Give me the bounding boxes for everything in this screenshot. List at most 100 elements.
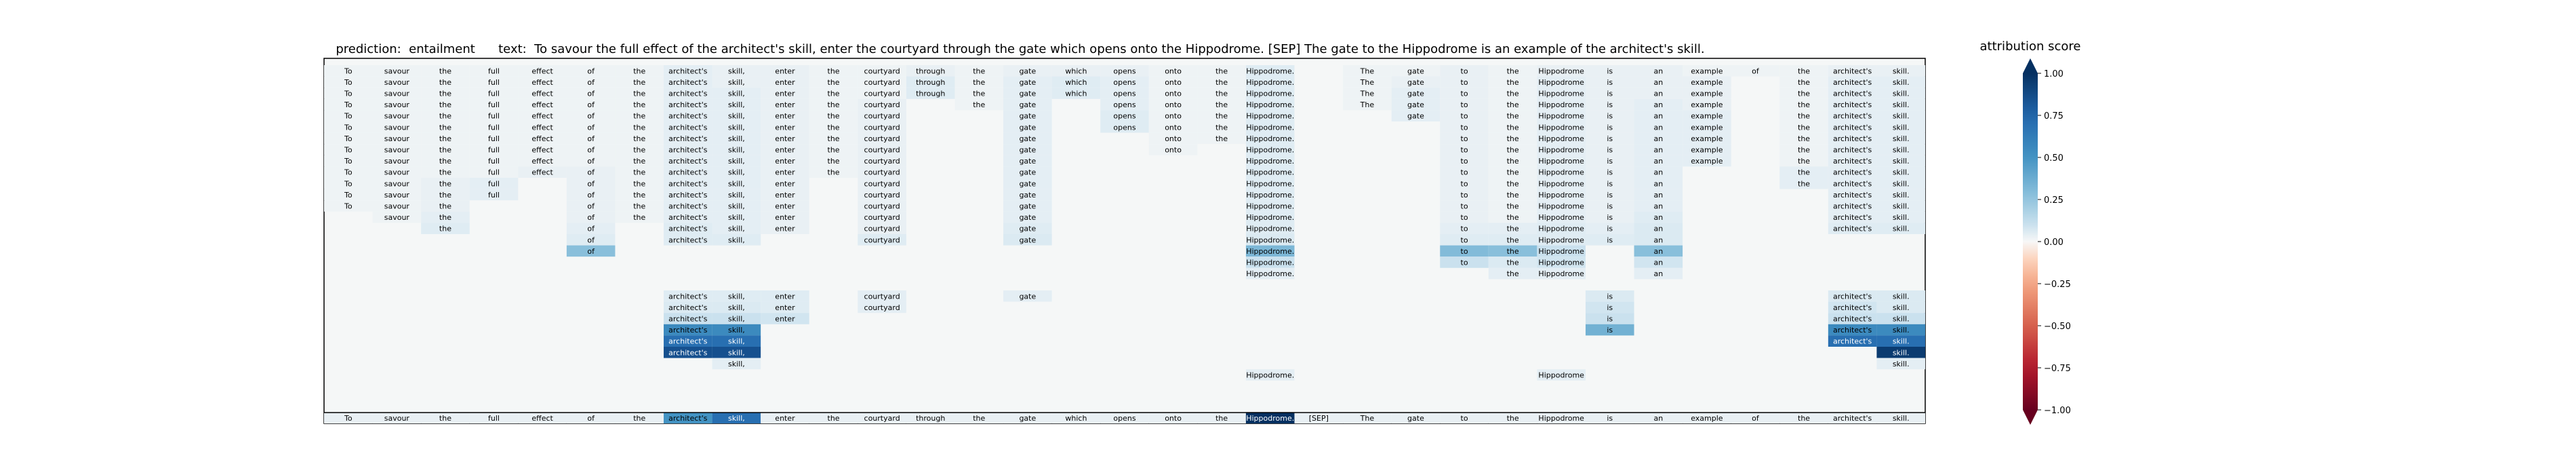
heatmap-cell: onto <box>1148 110 1198 121</box>
heatmap-cell-token: Hippodrome <box>1538 371 1584 380</box>
heatmap-cell-fill <box>1876 413 1925 423</box>
heatmap-cell: the <box>1197 132 1246 145</box>
heatmap-cell-token: Hippodrome. <box>1246 66 1294 75</box>
heatmap-cell-fill <box>761 76 809 88</box>
heatmap-cell-token: Hippodrome. <box>1246 90 1294 98</box>
heatmap-cell-token: architect's <box>668 337 708 346</box>
heatmap-cell-token: Hippodrome <box>1538 235 1584 244</box>
heatmap-cell-token: architect's <box>1833 315 1872 324</box>
heatmap-cell-token: to <box>1461 146 1468 155</box>
heatmap-cell: to <box>1440 110 1489 121</box>
heatmap-cell-token: architect's <box>1833 78 1872 87</box>
heatmap-cell-token: architect's <box>1833 303 1872 312</box>
heatmap-cell-fill <box>1683 132 1731 145</box>
heatmap-cell: courtyard <box>858 223 906 234</box>
heatmap-cell-fill <box>1197 110 1246 121</box>
heatmap-cell-token: savour <box>384 134 410 143</box>
heatmap-cell: gate <box>1003 110 1052 121</box>
heatmap-cell: enter <box>761 121 809 133</box>
heatmap-cell: savour <box>372 98 422 111</box>
heatmap-cell-fill <box>1537 267 1586 280</box>
heatmap-cell-fill <box>1779 178 1828 189</box>
heatmap-cell-fill <box>1828 313 1877 324</box>
heatmap-cell-token: to <box>1461 202 1468 211</box>
heatmap-cell-fill <box>761 65 809 77</box>
heatmap-cell: Hippodrome <box>1537 267 1586 280</box>
heatmap-cell: architect's <box>664 121 712 133</box>
heatmap-cell-token: savour <box>384 179 410 188</box>
heatmap-cell-token: the <box>1798 146 1810 155</box>
heatmap-cell-fill <box>1343 413 1392 423</box>
heatmap-cell-fill <box>1197 132 1246 145</box>
heatmap-cell-token: Hippodrome. <box>1246 179 1294 188</box>
heatmap-cell-token: courtyard <box>864 146 900 155</box>
heatmap-cell: enter <box>761 313 809 324</box>
heatmap-cell-fill <box>712 166 761 178</box>
heatmap-cell-fill <box>1148 110 1198 121</box>
heatmap-cell-fill <box>1828 324 1877 336</box>
heatmap-cell: which <box>1051 65 1101 77</box>
heatmap-cell-token: The <box>1360 414 1375 423</box>
heatmap-cell: gate <box>1003 65 1052 77</box>
heatmap-cell-token: effect <box>531 90 553 98</box>
heatmap-cell: to <box>1440 223 1489 234</box>
heatmap-cell: an <box>1634 256 1683 268</box>
heatmap-cell: Hippodrome <box>1537 65 1586 77</box>
heatmap-cell-fill <box>1585 178 1634 189</box>
heatmap-cell-fill <box>1537 132 1586 145</box>
heatmap-cell-fill <box>1100 88 1149 99</box>
heatmap-cell: Hippodrome <box>1537 144 1586 155</box>
heatmap-cell: example <box>1683 144 1731 155</box>
heatmap-cell-fill <box>372 200 422 212</box>
heatmap-cell: architect's <box>1828 223 1877 234</box>
heatmap-cell-token: the <box>1798 66 1810 75</box>
heatmap-cell-fill <box>712 178 761 189</box>
heatmap-cell: Hippodrome. <box>1245 144 1295 155</box>
heatmap-cell-token: full <box>488 123 500 132</box>
heatmap-cell-fill <box>518 65 567 77</box>
heatmap-cell-fill <box>1876 347 1925 358</box>
heatmap-cell-fill <box>1828 65 1877 77</box>
heatmap-cell: skill. <box>1876 65 1925 77</box>
heatmap-cell: the <box>421 132 470 145</box>
heatmap-cell-fill <box>761 121 809 133</box>
heatmap-cell-token: Hippodrome <box>1538 78 1584 87</box>
heatmap-cell-fill <box>1245 189 1295 201</box>
heatmap-cell-fill <box>858 178 906 189</box>
heatmap-cell-fill <box>761 155 809 167</box>
heatmap-cell: Hippodrome <box>1537 155 1586 167</box>
heatmap-cell: To <box>324 76 373 88</box>
heatmap-cell: gate <box>1003 189 1052 201</box>
heatmap-cell-fill <box>1148 76 1198 88</box>
heatmap-cell-token: opens <box>1113 123 1135 132</box>
heatmap-cell: through <box>906 76 955 88</box>
heatmap-cell-token: Hippodrome. <box>1246 414 1294 423</box>
heatmap-cell-fill <box>1245 223 1295 234</box>
heatmap-cell: effect <box>518 132 567 145</box>
colorbar-tick-label: −0.25 <box>2044 280 2071 290</box>
heatmap-cell-token: onto <box>1165 66 1182 75</box>
heatmap-cell-fill <box>421 110 470 121</box>
heatmap-cell-fill <box>421 65 470 77</box>
heatmap-cell: skill, <box>712 223 761 234</box>
heatmap-cell-fill <box>324 98 373 111</box>
heatmap-cell-fill <box>1828 189 1877 201</box>
heatmap-cell: opens <box>1100 76 1149 88</box>
heatmap-cell: skill. <box>1876 324 1925 336</box>
heatmap-cell-token: example <box>1691 100 1723 109</box>
heatmap-cell-fill <box>712 76 761 88</box>
heatmap-cell-fill <box>954 413 1004 423</box>
heatmap-cell-token: gate <box>1019 191 1036 200</box>
heatmap-cell-fill <box>1876 290 1925 302</box>
heatmap-cell: effect <box>518 88 567 99</box>
heatmap-cell: an <box>1634 178 1683 189</box>
heatmap-cell-token: onto <box>1165 123 1182 132</box>
heatmap-cell-fill <box>1003 110 1052 121</box>
heatmap-cell-token: To <box>344 66 353 75</box>
heatmap-cell-fill <box>566 132 616 145</box>
heatmap-cell-fill <box>1537 110 1586 121</box>
heatmap-cell-fill <box>1440 76 1489 88</box>
heatmap-cell-token: architect's <box>668 112 708 121</box>
heatmap-cell: of <box>566 211 616 223</box>
heatmap-cell: skill. <box>1876 290 1925 302</box>
